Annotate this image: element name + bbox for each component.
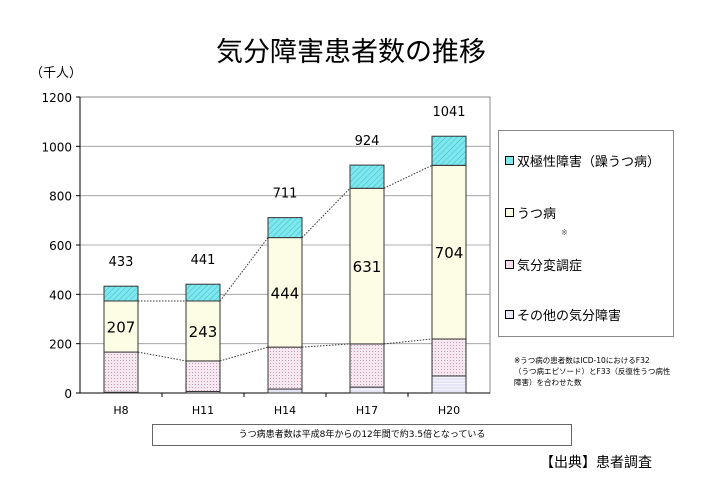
legend-item-bipolar: 双極性障害（躁うつ病） — [505, 151, 660, 170]
x-tick-label: H11 — [192, 404, 214, 417]
legend-swatch — [505, 208, 514, 217]
total-label: 924 — [355, 134, 380, 149]
bar-segment — [185, 300, 221, 362]
legend-note-mark: ※ — [561, 228, 568, 237]
legend-label: うつ病 — [517, 207, 557, 222]
series-connector-line — [301, 343, 351, 348]
depression-value-label: 207 — [107, 319, 136, 337]
total-label: 441 — [191, 253, 216, 268]
series-connector-line — [219, 237, 269, 302]
bar-segment — [267, 237, 303, 348]
depression-value-label: 631 — [353, 258, 382, 276]
depression-value-label: 444 — [271, 284, 300, 302]
bar-segment — [349, 343, 385, 388]
legend-swatch — [505, 156, 514, 165]
series-connector-line — [219, 346, 269, 362]
total-label: 433 — [109, 255, 134, 270]
legend-item-depression: うつ病 — [505, 203, 556, 222]
legend: 双極性障害（躁うつ病） うつ病 ※ 気分変調症 その他の気分障害 — [498, 130, 674, 337]
y-tick-label: 1000 — [41, 140, 72, 154]
source-citation: 【出典】患者調査 — [540, 455, 652, 471]
legend-swatch — [505, 310, 514, 319]
legend-label: 双極性障害（躁うつ病） — [517, 155, 661, 170]
legend-label: 気分変調症 — [517, 259, 583, 274]
bar-segment — [267, 388, 303, 394]
y-tick-label: 1200 — [41, 91, 72, 105]
bar-segment — [185, 360, 221, 393]
footnote: ※うつ病の患者数はICD-10におけるF32 （うつ病エピソード）とF33（反復… — [514, 355, 684, 388]
y-tick-label: 200 — [49, 338, 72, 352]
total-label: 1041 — [432, 105, 465, 120]
bar-segment — [267, 217, 303, 239]
y-tick-label: 0 — [64, 387, 72, 401]
bar-segment — [349, 386, 385, 394]
y-tick-label: 800 — [49, 190, 72, 204]
bar-segment — [103, 351, 139, 393]
y-axis-unit: （千人） — [30, 66, 83, 81]
x-tick-label: H17 — [356, 404, 378, 417]
bar-segment — [267, 346, 303, 390]
bar-segment — [103, 300, 139, 353]
summary-note: うつ病患者数は平成8年からの12年間で約3.5倍となっている — [152, 424, 572, 446]
x-tick-label: H14 — [274, 404, 296, 417]
bar-segment — [431, 135, 467, 166]
legend-swatch — [505, 260, 514, 269]
chart-title: 気分障害患者数の推移 — [216, 37, 486, 68]
legend-item-other: その他の気分障害 — [505, 305, 621, 324]
legend-item-dysthymia: 気分変調症 — [505, 255, 582, 274]
bar-segment — [349, 164, 385, 189]
bar-segment — [185, 283, 221, 302]
depression-value-label: 704 — [435, 244, 464, 262]
footnote-line: ※うつ病の患者数はICD-10におけるF32 — [514, 356, 650, 365]
footnote-line: 障害）を合わせた数 — [514, 378, 582, 387]
footnote-line: （うつ病エピソード）とF33（反復性うつ病性 — [514, 367, 671, 376]
bar-segment — [431, 164, 467, 340]
bar-segment — [431, 338, 467, 377]
series-connector-line — [383, 338, 433, 345]
x-tick-label: H20 — [438, 404, 460, 417]
bar-segment — [103, 285, 139, 302]
series-connector-line — [137, 351, 187, 362]
total-label: 711 — [273, 187, 298, 202]
series-connector-line — [301, 187, 351, 238]
bar-segment — [431, 375, 467, 394]
y-tick-label: 400 — [49, 288, 72, 302]
depression-value-label: 243 — [189, 323, 218, 341]
x-tick-label: H8 — [113, 404, 128, 417]
legend-label: その他の気分障害 — [517, 309, 622, 324]
y-tick-label: 600 — [49, 239, 72, 253]
